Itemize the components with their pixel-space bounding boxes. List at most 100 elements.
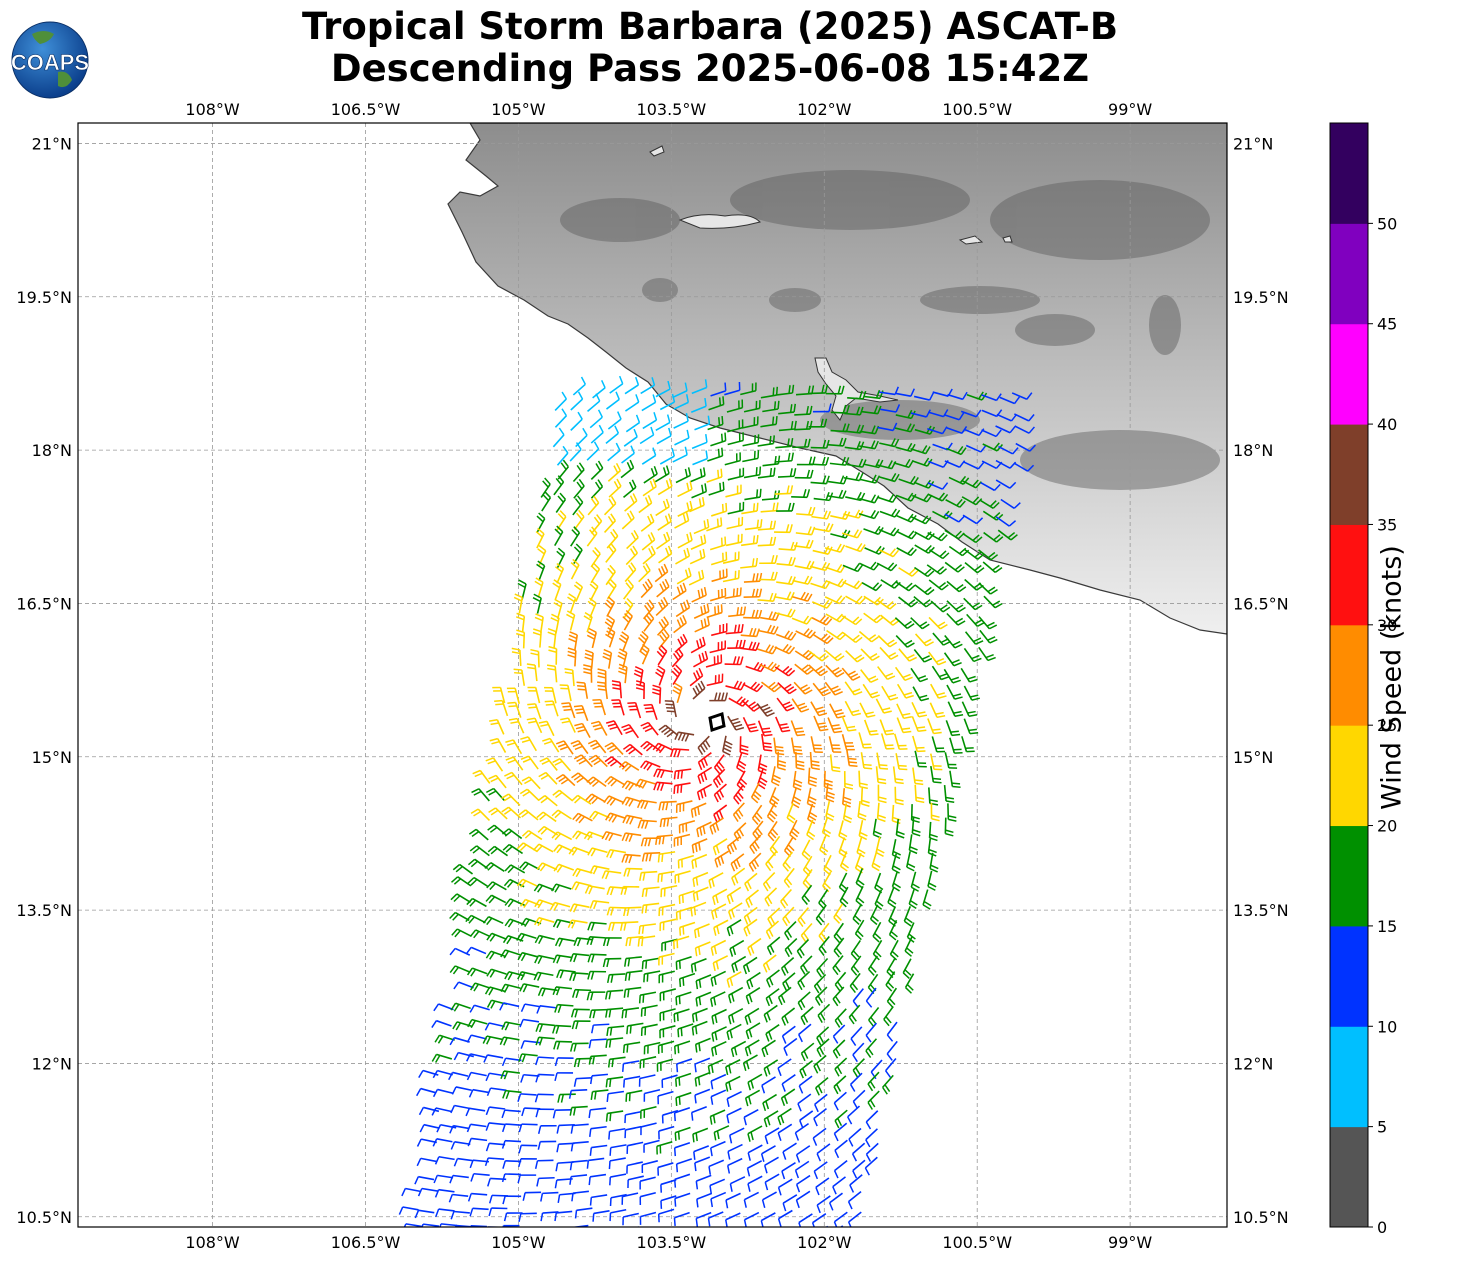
wind-barb — [947, 701, 964, 718]
wind-barb — [609, 1173, 627, 1186]
wind-barb — [847, 1105, 861, 1125]
wind-barb — [832, 1176, 846, 1195]
wind-barb — [567, 919, 588, 929]
wind-barb — [891, 804, 901, 825]
wind-barb — [691, 838, 708, 854]
wind-barb — [450, 1104, 471, 1114]
wind-barb — [485, 950, 507, 960]
wind-barb — [813, 1108, 827, 1127]
wind-barb — [589, 899, 610, 910]
title-line-1: Tropical Storm Barbara (2025) ASCAT-B — [301, 5, 1119, 48]
wind-barb — [742, 716, 759, 733]
wind-barb — [775, 630, 797, 641]
lat-tick-label-left: 16.5°N — [16, 594, 72, 613]
wind-barb — [560, 717, 576, 733]
wind-barb — [749, 834, 762, 855]
wind-barb — [880, 733, 895, 750]
wind-barb — [544, 700, 559, 717]
wind-barb — [694, 1037, 711, 1053]
wind-barb — [929, 702, 946, 719]
wind-barb — [554, 1003, 574, 1014]
wind-barb — [709, 817, 724, 835]
wind-barb — [744, 872, 758, 892]
wind-barb — [834, 1008, 847, 1028]
wind-barb — [691, 1020, 708, 1036]
wind-barb — [747, 937, 762, 956]
wind-barb — [449, 965, 471, 975]
wind-barb — [555, 774, 576, 787]
wind-barb — [852, 1089, 866, 1109]
wind-barb — [880, 404, 901, 413]
wind-barb — [842, 803, 853, 824]
wind-barb — [519, 861, 540, 871]
wind-barb — [832, 955, 844, 976]
wind-barb — [731, 955, 747, 973]
wind-barb — [618, 761, 640, 772]
wind-barb — [625, 935, 644, 947]
wind-barb — [765, 988, 780, 1007]
wind-barb — [711, 1040, 727, 1057]
wind-barb — [963, 718, 979, 735]
wind-barb — [891, 853, 901, 874]
wind-barb — [910, 515, 932, 525]
wind-barb — [929, 852, 939, 873]
wind-barb — [910, 667, 929, 683]
wind-barb — [727, 1143, 743, 1160]
lat-tick-label-left: 10.5°N — [16, 1208, 72, 1227]
wind-barb — [726, 399, 744, 413]
wind-barb — [502, 1224, 520, 1227]
wind-barb — [675, 956, 692, 970]
wind-barb — [569, 1042, 589, 1052]
wind-barb — [809, 384, 829, 395]
wind-barb — [642, 545, 656, 565]
wind-barb — [795, 628, 816, 639]
wind-barb — [551, 809, 572, 820]
colorbar-tick-label: 40 — [1377, 415, 1397, 434]
wind-barb — [518, 1212, 537, 1222]
wind-barb — [885, 971, 896, 992]
wind-barb — [775, 438, 794, 449]
wind-barb — [538, 771, 558, 785]
wind-barb — [707, 1211, 724, 1227]
wind-barb — [892, 766, 904, 785]
wind-barb — [656, 616, 670, 636]
wind-barb — [398, 1206, 419, 1215]
wind-barb — [538, 720, 555, 737]
wind-barb — [553, 863, 575, 873]
wind-barb — [697, 752, 712, 771]
wind-barb — [849, 972, 861, 993]
wind-barb — [795, 1174, 811, 1193]
wind-barb — [895, 753, 908, 771]
wind-barb — [874, 889, 884, 910]
wind-barb — [795, 1190, 811, 1209]
wind-barb — [587, 970, 607, 980]
wind-barb — [927, 492, 949, 502]
wind-barb — [979, 629, 998, 644]
wind-barb — [782, 906, 795, 927]
wind-barb — [508, 717, 525, 734]
wind-barb — [807, 803, 818, 825]
wind-barb — [812, 682, 831, 697]
wind-barb — [690, 534, 707, 550]
wind-barb — [673, 768, 692, 780]
wind-barb — [656, 644, 668, 666]
wind-barb — [517, 1174, 537, 1184]
wind-barb — [542, 737, 560, 753]
wind-barb — [584, 885, 605, 895]
wind-barb — [653, 768, 674, 779]
wind-barb — [596, 681, 608, 700]
wind-barb — [845, 542, 866, 553]
wind-barb — [570, 739, 589, 755]
wind-barb — [501, 1021, 522, 1031]
wind-barb — [548, 645, 558, 665]
wind-barb — [729, 1176, 746, 1192]
wind-barb — [552, 427, 565, 448]
wind-barb — [761, 1076, 776, 1094]
wind-barb — [431, 1107, 452, 1116]
wind-barb — [891, 871, 901, 892]
wind-barb — [832, 1024, 846, 1044]
wind-barb — [709, 640, 727, 654]
wind-barb — [927, 870, 937, 891]
wind-barb — [660, 1179, 677, 1193]
wind-barb — [641, 851, 661, 862]
